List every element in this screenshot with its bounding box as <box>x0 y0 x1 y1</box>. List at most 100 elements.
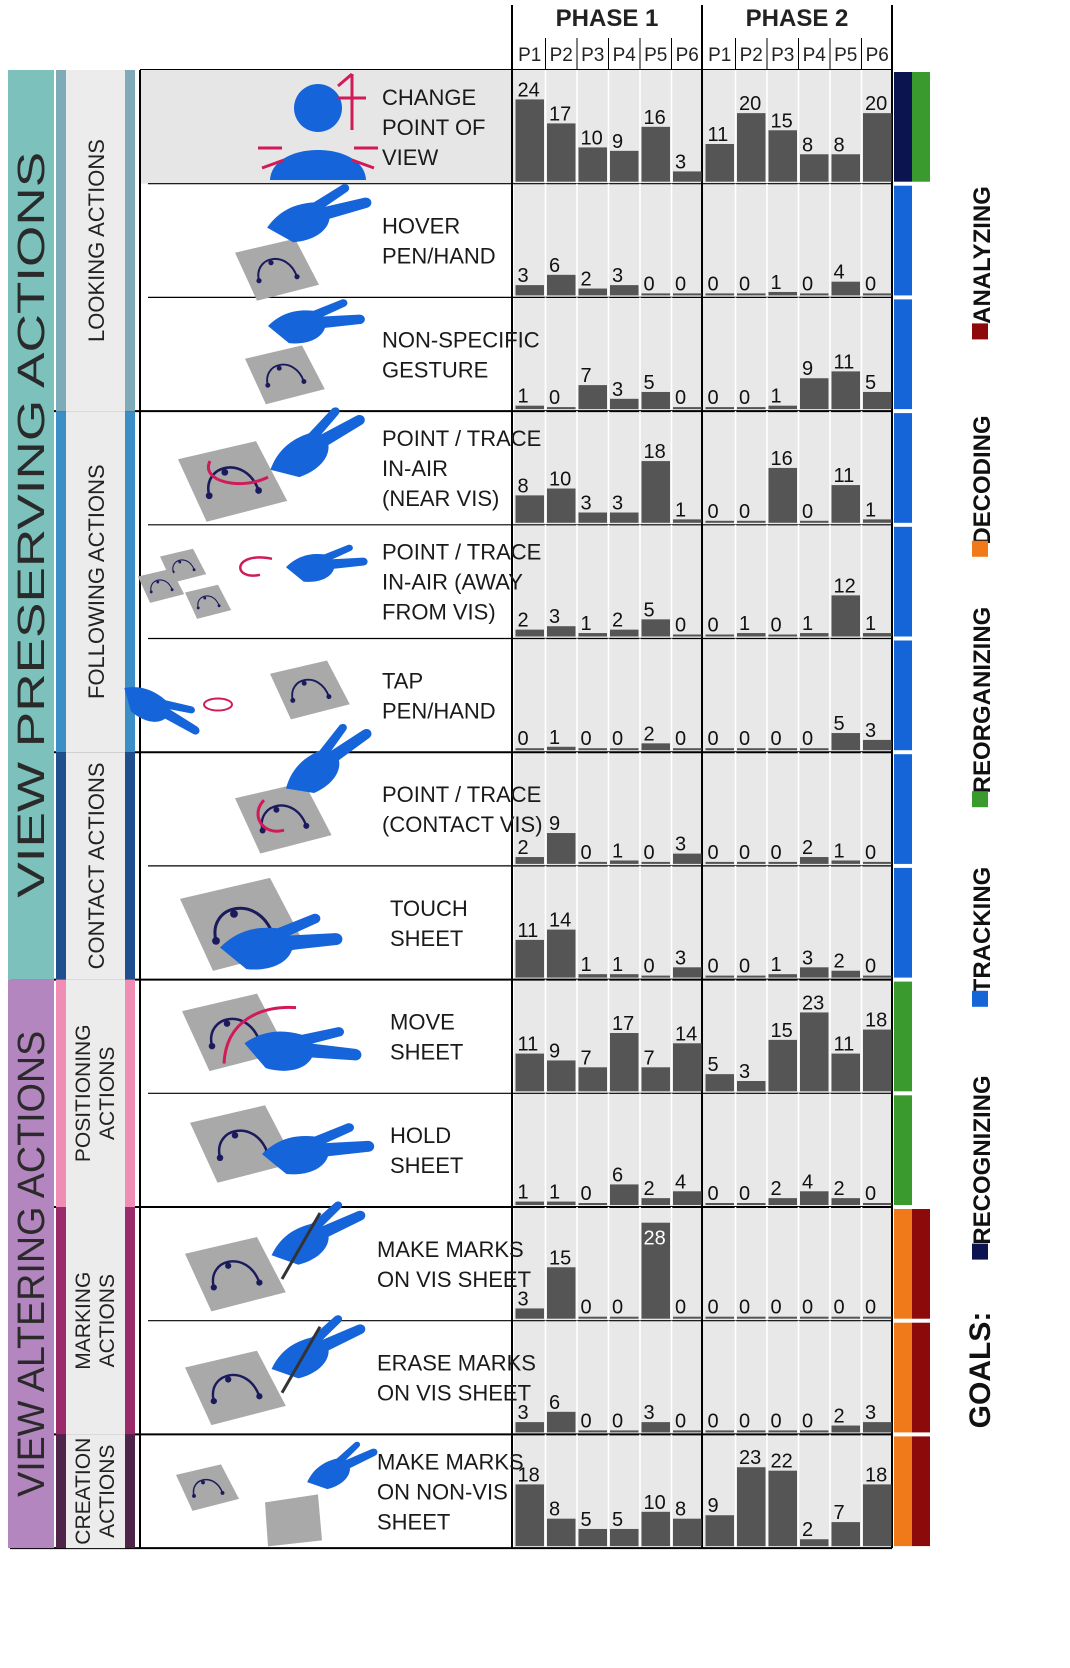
bar <box>641 461 670 523</box>
bar <box>578 147 607 182</box>
bar-value-label: 1 <box>581 954 592 976</box>
bar <box>768 1430 797 1433</box>
bar-value-label: 1 <box>771 386 782 408</box>
bar <box>578 1203 607 1205</box>
bar <box>768 1039 797 1092</box>
bar-value-label: 11 <box>518 920 539 942</box>
bar-value-label: 22 <box>771 1451 793 1473</box>
bar-value-label: 18 <box>865 1464 887 1486</box>
action-label: ERASE MARKS <box>377 1351 536 1376</box>
tap-ripple <box>203 697 233 712</box>
bar-value-label: 0 <box>675 728 686 750</box>
bar-value-label: 8 <box>518 475 529 497</box>
bar <box>578 974 607 978</box>
bar-value-label: 11 <box>834 351 855 373</box>
bar <box>515 939 544 978</box>
bar <box>800 1012 829 1092</box>
bar-value-label: 3 <box>675 834 686 856</box>
goal-strip <box>894 526 912 637</box>
tap-pen-icon <box>115 659 351 751</box>
bar <box>515 629 544 637</box>
bar <box>641 861 670 864</box>
bar-value-label: 0 <box>771 615 782 637</box>
bar <box>547 626 576 637</box>
action-label: PEN/HAND <box>382 244 496 269</box>
bar-value-label: 7 <box>644 1047 655 1069</box>
bar-value-label: 3 <box>865 1402 876 1424</box>
bar-value-label: 0 <box>644 273 655 295</box>
bar-value-label: 0 <box>865 842 876 864</box>
category-bar-right <box>125 411 135 753</box>
legend-label: TRACKING <box>969 867 996 994</box>
bar <box>515 495 544 523</box>
bar-value-label: 0 <box>644 956 655 978</box>
bar-value-label: 5 <box>644 599 655 621</box>
bar <box>515 405 544 410</box>
bar <box>641 293 670 296</box>
bar-value-label: 0 <box>771 1410 782 1432</box>
bar-value-label: 1 <box>771 954 782 976</box>
bar <box>515 1422 544 1433</box>
action-label: MOVE <box>390 1009 455 1034</box>
bar <box>578 1430 607 1433</box>
category-band <box>66 70 125 412</box>
bar-value-label: 0 <box>612 1297 623 1319</box>
bar <box>705 861 734 864</box>
bar-value-label: 10 <box>644 1492 666 1514</box>
bar-value-label: 0 <box>581 842 592 864</box>
bar-value-label: 8 <box>802 134 813 156</box>
category-bar-left <box>56 70 66 412</box>
bar <box>705 520 734 523</box>
participant-label: P4 <box>803 45 827 66</box>
bar <box>768 405 797 410</box>
participant-label: P2 <box>550 45 573 66</box>
bar <box>831 1316 860 1319</box>
action-label: PEN/HAND <box>382 698 496 723</box>
category-bar-left <box>56 1207 66 1435</box>
bar-value-label: 7 <box>581 365 592 387</box>
bar-value-label: 0 <box>865 1183 876 1205</box>
bar-value-label: 0 <box>865 1297 876 1319</box>
bar <box>641 743 670 751</box>
bar-value-label: 16 <box>771 448 793 470</box>
bar <box>768 1316 797 1319</box>
bar <box>610 629 639 637</box>
category-band <box>66 1207 125 1435</box>
action-label: POINT / TRACE <box>382 426 541 451</box>
bar-value-label: 20 <box>865 93 887 115</box>
bar <box>641 1067 670 1092</box>
bar-value-label: 0 <box>739 1410 750 1432</box>
participant-label: P4 <box>613 45 637 66</box>
bar <box>831 154 860 182</box>
bar-value-label: 0 <box>612 728 623 750</box>
bar-value-label: 2 <box>644 723 655 745</box>
bar-value-label: 10 <box>549 469 571 491</box>
bar-value-label: 8 <box>549 1499 560 1521</box>
trace-contact-icon <box>233 713 384 855</box>
bar-value-label: 17 <box>549 103 571 125</box>
bar-value-label: 3 <box>644 1402 655 1424</box>
bar <box>863 1484 892 1547</box>
bar <box>705 1316 734 1319</box>
trace-path <box>256 799 285 833</box>
bar <box>863 293 892 296</box>
category-label: FOLLOWING ACTIONS <box>84 464 109 699</box>
bar <box>705 1074 734 1092</box>
bar <box>515 748 544 751</box>
bar-value-label: 20 <box>739 93 761 115</box>
category-label: CONTACT ACTIONS <box>84 762 109 969</box>
bar <box>578 512 607 523</box>
action-label: ON VIS SHEET <box>377 1267 531 1292</box>
move-arrow <box>222 1005 297 1064</box>
bar <box>705 1430 734 1433</box>
category-bar-right <box>125 1207 135 1435</box>
bar <box>705 748 734 751</box>
arrows-shape <box>258 146 378 170</box>
bar-value-label: 15 <box>771 1020 793 1042</box>
bar-value-label: 11 <box>834 465 855 487</box>
bar-value-label: 0 <box>802 1410 813 1432</box>
bar <box>863 861 892 864</box>
bar <box>610 150 639 182</box>
action-label: GESTURE <box>382 357 488 382</box>
